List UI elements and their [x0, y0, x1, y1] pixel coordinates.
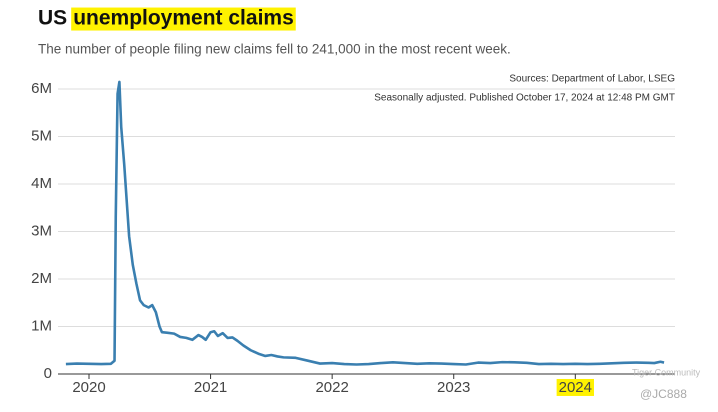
y-tick-label: 1M	[31, 317, 52, 334]
chart-title-highlight: unemployment claims	[73, 7, 294, 30]
y-tick-label: 6M	[31, 80, 52, 97]
watermark: @JC888	[640, 387, 687, 401]
chart-title: US	[38, 7, 67, 30]
y-tick-label: 0	[44, 365, 52, 382]
source: Sources: Department of Labor, LSEG	[509, 74, 675, 85]
line	[65, 80, 665, 366]
x-tick-label: 2024	[559, 379, 592, 396]
y-tick-label: 2M	[31, 270, 52, 287]
x-tick-label: 2022	[315, 379, 348, 396]
x-tick-label: 2023	[437, 379, 470, 396]
y-tick-label: 4M	[31, 175, 52, 192]
watermark: Tiger Community	[632, 367, 701, 377]
x-tick-label: 2021	[194, 379, 227, 396]
y-tick-label: 3M	[31, 222, 52, 239]
x-tick-label: 2020	[72, 379, 105, 396]
y-tick-label: 5M	[31, 127, 52, 144]
highlight	[71, 7, 296, 31]
chart-subtitle: The number of people filing new claims f…	[38, 42, 511, 57]
highlight	[556, 378, 594, 396]
note: Seasonally adjusted. Published October 1…	[374, 93, 675, 104]
